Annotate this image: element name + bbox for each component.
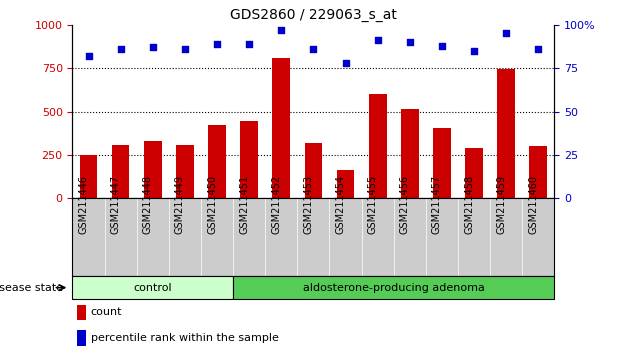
Text: GSM211448: GSM211448	[143, 175, 152, 234]
Point	[533, 46, 543, 52]
Text: GSM211446: GSM211446	[79, 175, 88, 234]
Text: GSM211460: GSM211460	[529, 175, 538, 234]
Text: GSM211452: GSM211452	[272, 175, 281, 234]
Point	[180, 46, 190, 52]
Bar	[112, 145, 130, 198]
Text: aldosterone-producing adenoma: aldosterone-producing adenoma	[303, 282, 484, 293]
Bar	[304, 143, 323, 198]
Text: percentile rank within the sample: percentile rank within the sample	[91, 333, 278, 343]
Bar	[465, 148, 483, 198]
Point	[147, 45, 158, 50]
Bar	[144, 141, 162, 198]
Point	[404, 39, 415, 45]
Text: disease state: disease state	[0, 282, 66, 293]
FancyBboxPatch shape	[233, 276, 554, 299]
Text: GSM211457: GSM211457	[432, 175, 442, 234]
FancyBboxPatch shape	[72, 276, 233, 299]
Text: GSM211455: GSM211455	[368, 175, 377, 234]
Bar	[272, 58, 290, 198]
Text: GSM211458: GSM211458	[464, 175, 474, 234]
Text: GSM211450: GSM211450	[207, 175, 217, 234]
Text: GSM211459: GSM211459	[496, 175, 506, 234]
Text: GSM211454: GSM211454	[336, 175, 345, 234]
Bar	[336, 170, 355, 198]
Bar	[369, 94, 387, 198]
Point	[469, 48, 479, 53]
Text: GSM211453: GSM211453	[304, 175, 313, 234]
Bar	[77, 330, 86, 346]
Point	[212, 41, 222, 47]
Text: GSM211449: GSM211449	[175, 175, 185, 234]
Point	[372, 38, 382, 43]
Point	[308, 46, 318, 52]
Text: GSM211447: GSM211447	[111, 175, 121, 234]
Bar	[176, 145, 194, 198]
Text: GSM211456: GSM211456	[400, 175, 410, 234]
Bar	[208, 125, 226, 198]
Point	[340, 60, 350, 66]
Point	[83, 53, 94, 59]
Text: control: control	[134, 282, 172, 293]
Point	[244, 41, 254, 47]
Bar	[433, 128, 451, 198]
Text: GSM211451: GSM211451	[239, 175, 249, 234]
Bar	[77, 304, 86, 320]
Bar	[529, 146, 547, 198]
Point	[116, 46, 126, 52]
Point	[276, 27, 286, 33]
Text: count: count	[91, 307, 122, 317]
Point	[437, 43, 447, 48]
Bar	[240, 121, 258, 198]
Point	[501, 30, 511, 36]
Bar	[401, 109, 419, 198]
Title: GDS2860 / 229063_s_at: GDS2860 / 229063_s_at	[230, 8, 397, 22]
Bar	[79, 155, 98, 198]
Bar	[497, 69, 515, 198]
